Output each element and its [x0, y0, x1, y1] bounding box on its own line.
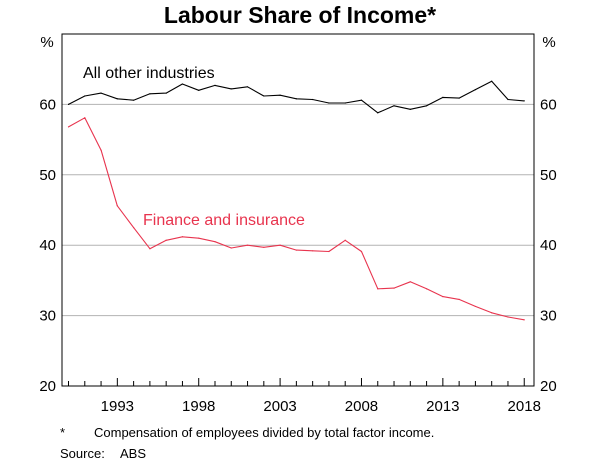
series-label-finance-and-insurance: Finance and insurance	[143, 212, 305, 229]
data-point	[181, 236, 184, 238]
chart-title: Labour Share of Income*	[163, 2, 437, 28]
data-point	[100, 149, 102, 151]
x-tick-label-2003: 2003	[263, 398, 296, 415]
data-point	[442, 295, 444, 298]
y-unit-left: %	[40, 34, 53, 51]
x-tick-label-2018: 2018	[508, 398, 541, 415]
plot-frame	[61, 33, 535, 387]
y-tick-label-left: 40	[39, 237, 56, 254]
data-point	[507, 98, 509, 101]
y-tick-label-right: 60	[540, 96, 557, 113]
data-point	[377, 288, 379, 290]
data-point	[523, 100, 525, 102]
y-tick-label-left: 50	[39, 167, 56, 184]
tick-labels: 20 20 30 30 40 40 50 50 60 60 1993 1998 2003 2008 2013…	[39, 96, 556, 415]
data-point	[312, 98, 314, 101]
y-tick-label-left: 60	[39, 96, 56, 113]
data-point	[246, 86, 249, 88]
data-point	[491, 80, 493, 82]
y-tick-label-right: 50	[540, 167, 557, 184]
y-tick-label-left: 30	[39, 308, 56, 325]
data-point	[84, 117, 86, 119]
series-label-all-other-industries: All other industries	[83, 65, 215, 82]
data-point	[149, 93, 151, 95]
data-point	[409, 108, 411, 110]
data-point	[263, 246, 265, 248]
data-point	[214, 241, 216, 243]
footnote-text: Compensation of employees divided by tot…	[94, 425, 435, 440]
data-point	[181, 83, 184, 85]
data-point	[474, 305, 477, 308]
data-point	[344, 102, 346, 104]
data-point	[100, 92, 102, 94]
data-point	[507, 316, 509, 318]
data-point	[523, 319, 525, 321]
y-tick-label-right: 20	[540, 378, 557, 395]
gridlines	[62, 103, 534, 317]
data-point	[246, 244, 249, 246]
data-point	[133, 227, 135, 229]
data-point	[393, 287, 395, 289]
series-line-all-other-industries	[68, 80, 525, 114]
source-note: Source: ABS	[60, 446, 146, 461]
data-point	[198, 237, 200, 239]
data-point	[230, 247, 232, 249]
data-point	[491, 312, 493, 314]
y-tick-label-right: 40	[540, 237, 557, 254]
data-point	[425, 288, 428, 290]
data-point	[295, 249, 297, 251]
data-point	[116, 205, 118, 207]
data-point	[425, 105, 428, 107]
data-point	[230, 88, 232, 90]
x-tick-label-2013: 2013	[426, 398, 459, 415]
data-point	[279, 94, 281, 96]
data-point	[165, 239, 167, 241]
data-point	[458, 97, 460, 99]
y-tick-label-left: 20	[39, 378, 56, 395]
data-point	[263, 95, 265, 97]
y-unit-right: %	[542, 34, 555, 51]
data-point	[67, 103, 70, 105]
data-point	[133, 99, 135, 101]
data-point	[442, 96, 444, 98]
source-text: ABS	[120, 446, 147, 461]
data-point	[214, 84, 216, 86]
series-lines	[67, 80, 525, 321]
data-point	[312, 250, 314, 252]
source-label: Source:	[60, 446, 105, 461]
data-point	[295, 98, 297, 100]
data-point	[149, 248, 151, 250]
x-tick-label-2008: 2008	[345, 398, 378, 415]
data-point	[328, 250, 330, 253]
data-point	[116, 98, 118, 100]
data-point	[84, 95, 86, 97]
data-point	[165, 92, 167, 94]
data-point	[279, 244, 281, 246]
y-tick-label-right: 30	[540, 308, 557, 325]
data-point	[474, 89, 477, 91]
data-point	[458, 298, 460, 301]
data-point	[328, 102, 330, 104]
footnote-marker: *	[60, 425, 66, 440]
data-point	[344, 239, 346, 241]
data-point	[360, 250, 363, 253]
data-point	[393, 105, 395, 107]
data-point	[409, 281, 411, 283]
data-point	[67, 126, 70, 128]
x-tick-label-1993: 1993	[101, 398, 134, 415]
footnote: * Compensation of employees divided by to…	[60, 425, 434, 440]
data-point	[198, 89, 200, 91]
data-point	[360, 99, 363, 101]
axis-ticks	[68, 378, 525, 386]
x-tick-label-1998: 1998	[182, 398, 215, 415]
data-point	[377, 112, 379, 114]
